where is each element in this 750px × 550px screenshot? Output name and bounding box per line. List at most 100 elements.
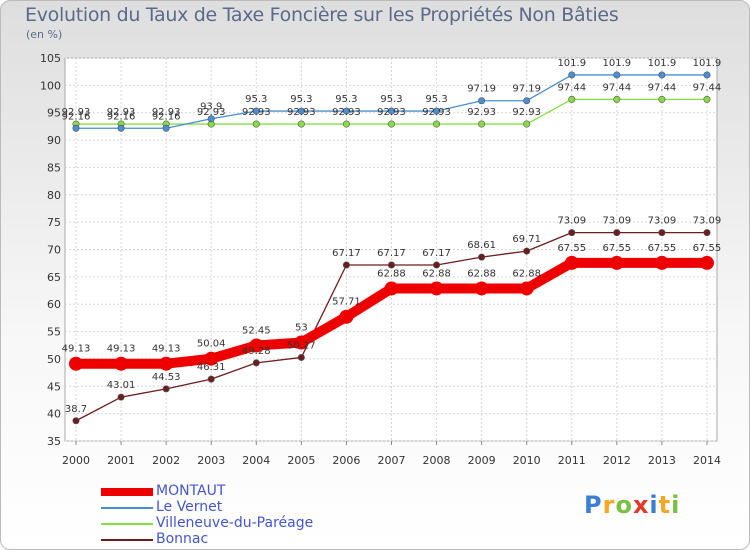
data-label: 97.19 — [512, 84, 541, 95]
data-label: 92.93 — [377, 107, 406, 118]
data-label: 97.44 — [693, 82, 722, 93]
x-tick-label: 2006 — [332, 454, 360, 467]
data-point — [474, 281, 489, 296]
data-label: 44.53 — [152, 372, 181, 383]
data-point — [519, 281, 534, 296]
y-tick-label: 60 — [47, 298, 61, 311]
data-point — [159, 356, 174, 371]
legend-label-montaut: MONTAUT — [156, 483, 226, 499]
data-point — [658, 95, 666, 103]
data-point — [207, 375, 215, 383]
data-point — [523, 120, 531, 128]
data-label: 101.9 — [648, 58, 677, 69]
data-point — [609, 255, 624, 270]
data-label: 92.93 — [242, 107, 271, 118]
data-label: 93.9 — [200, 102, 222, 113]
data-point — [387, 120, 395, 128]
data-label: 67.55 — [693, 243, 722, 254]
data-point — [564, 255, 579, 270]
x-tick-label: 2012 — [603, 454, 631, 467]
data-label: 97.19 — [467, 84, 496, 95]
data-point — [252, 107, 260, 115]
data-point — [384, 281, 399, 296]
data-label: 101.9 — [603, 58, 632, 69]
data-point — [387, 107, 395, 115]
y-tick-label: 100 — [40, 79, 61, 92]
data-point — [658, 71, 666, 79]
data-point — [72, 417, 80, 425]
x-tick-label: 2001 — [107, 454, 135, 467]
data-point — [703, 229, 711, 237]
data-label: 67.17 — [332, 248, 361, 259]
y-tick-label: 105 — [40, 52, 61, 65]
x-tick-label: 2008 — [423, 454, 451, 467]
data-label: 50.04 — [197, 339, 226, 350]
data-point — [699, 255, 714, 270]
data-label: 49.13 — [152, 344, 181, 355]
data-label: 92.93 — [62, 107, 91, 118]
data-point — [297, 353, 305, 361]
data-point — [654, 255, 669, 270]
data-point — [568, 229, 576, 237]
data-label: 97.44 — [648, 82, 677, 93]
data-point — [387, 261, 395, 269]
data-label: 67.55 — [557, 243, 586, 254]
data-label: 95.3 — [245, 94, 267, 105]
data-label: 62.88 — [377, 268, 406, 279]
data-point — [204, 351, 219, 366]
data-label: 67.55 — [603, 243, 632, 254]
data-label: 50.27 — [287, 340, 316, 351]
legend-label-bonnac: Bonnac — [156, 531, 209, 547]
data-point — [523, 97, 531, 105]
data-point — [69, 356, 83, 371]
y-tick-label: 65 — [47, 271, 61, 284]
y-tick-label: 75 — [47, 216, 61, 229]
data-label: 101.9 — [557, 58, 586, 69]
x-tick-label: 2014 — [693, 454, 721, 467]
data-point — [297, 107, 305, 115]
data-label: 92.16 — [62, 111, 91, 122]
data-label: 92.93 — [197, 107, 226, 118]
legend-swatch-bonnac — [101, 539, 153, 541]
data-point — [523, 247, 531, 255]
data-point — [339, 309, 354, 324]
data-point — [252, 359, 260, 367]
data-label: 92.93 — [467, 107, 496, 118]
data-label: 67.17 — [377, 248, 406, 259]
y-tick-label: 45 — [47, 380, 61, 393]
data-point — [429, 281, 444, 296]
y-tick-label: 35 — [47, 435, 61, 448]
data-label: 73.09 — [648, 216, 677, 227]
data-label: 67.17 — [422, 248, 451, 259]
data-label: 92.93 — [107, 107, 136, 118]
unit-label: (en %) — [26, 28, 63, 41]
data-point — [433, 107, 441, 115]
y-tick-label: 95 — [47, 107, 61, 120]
x-tick-label: 2010 — [513, 454, 541, 467]
legend-label-villeneuve: Villeneuve-du-Paréage — [156, 515, 314, 531]
data-label: 73.09 — [693, 216, 722, 227]
data-label: 73.09 — [557, 216, 586, 227]
data-label: 62.88 — [422, 268, 451, 279]
data-label: 73.09 — [603, 216, 632, 227]
data-label: 97.44 — [603, 82, 632, 93]
data-label: 62.88 — [467, 268, 496, 279]
data-point — [342, 107, 350, 115]
data-label: 49.28 — [242, 346, 271, 357]
y-tick-label: 70 — [47, 244, 61, 257]
data-label: 38.7 — [65, 404, 87, 415]
data-label: 67.55 — [648, 243, 677, 254]
data-label: 92.93 — [512, 107, 541, 118]
legend-swatch-le-vernet — [101, 507, 153, 509]
y-tick-label: 85 — [47, 161, 61, 174]
x-tick-label: 2009 — [468, 454, 496, 467]
data-point — [114, 356, 129, 371]
data-point — [249, 338, 264, 353]
x-tick-label: 2005 — [287, 454, 315, 467]
data-label: 95.3 — [290, 94, 312, 105]
data-point — [613, 95, 621, 103]
data-point — [162, 385, 170, 393]
data-point — [478, 97, 486, 105]
